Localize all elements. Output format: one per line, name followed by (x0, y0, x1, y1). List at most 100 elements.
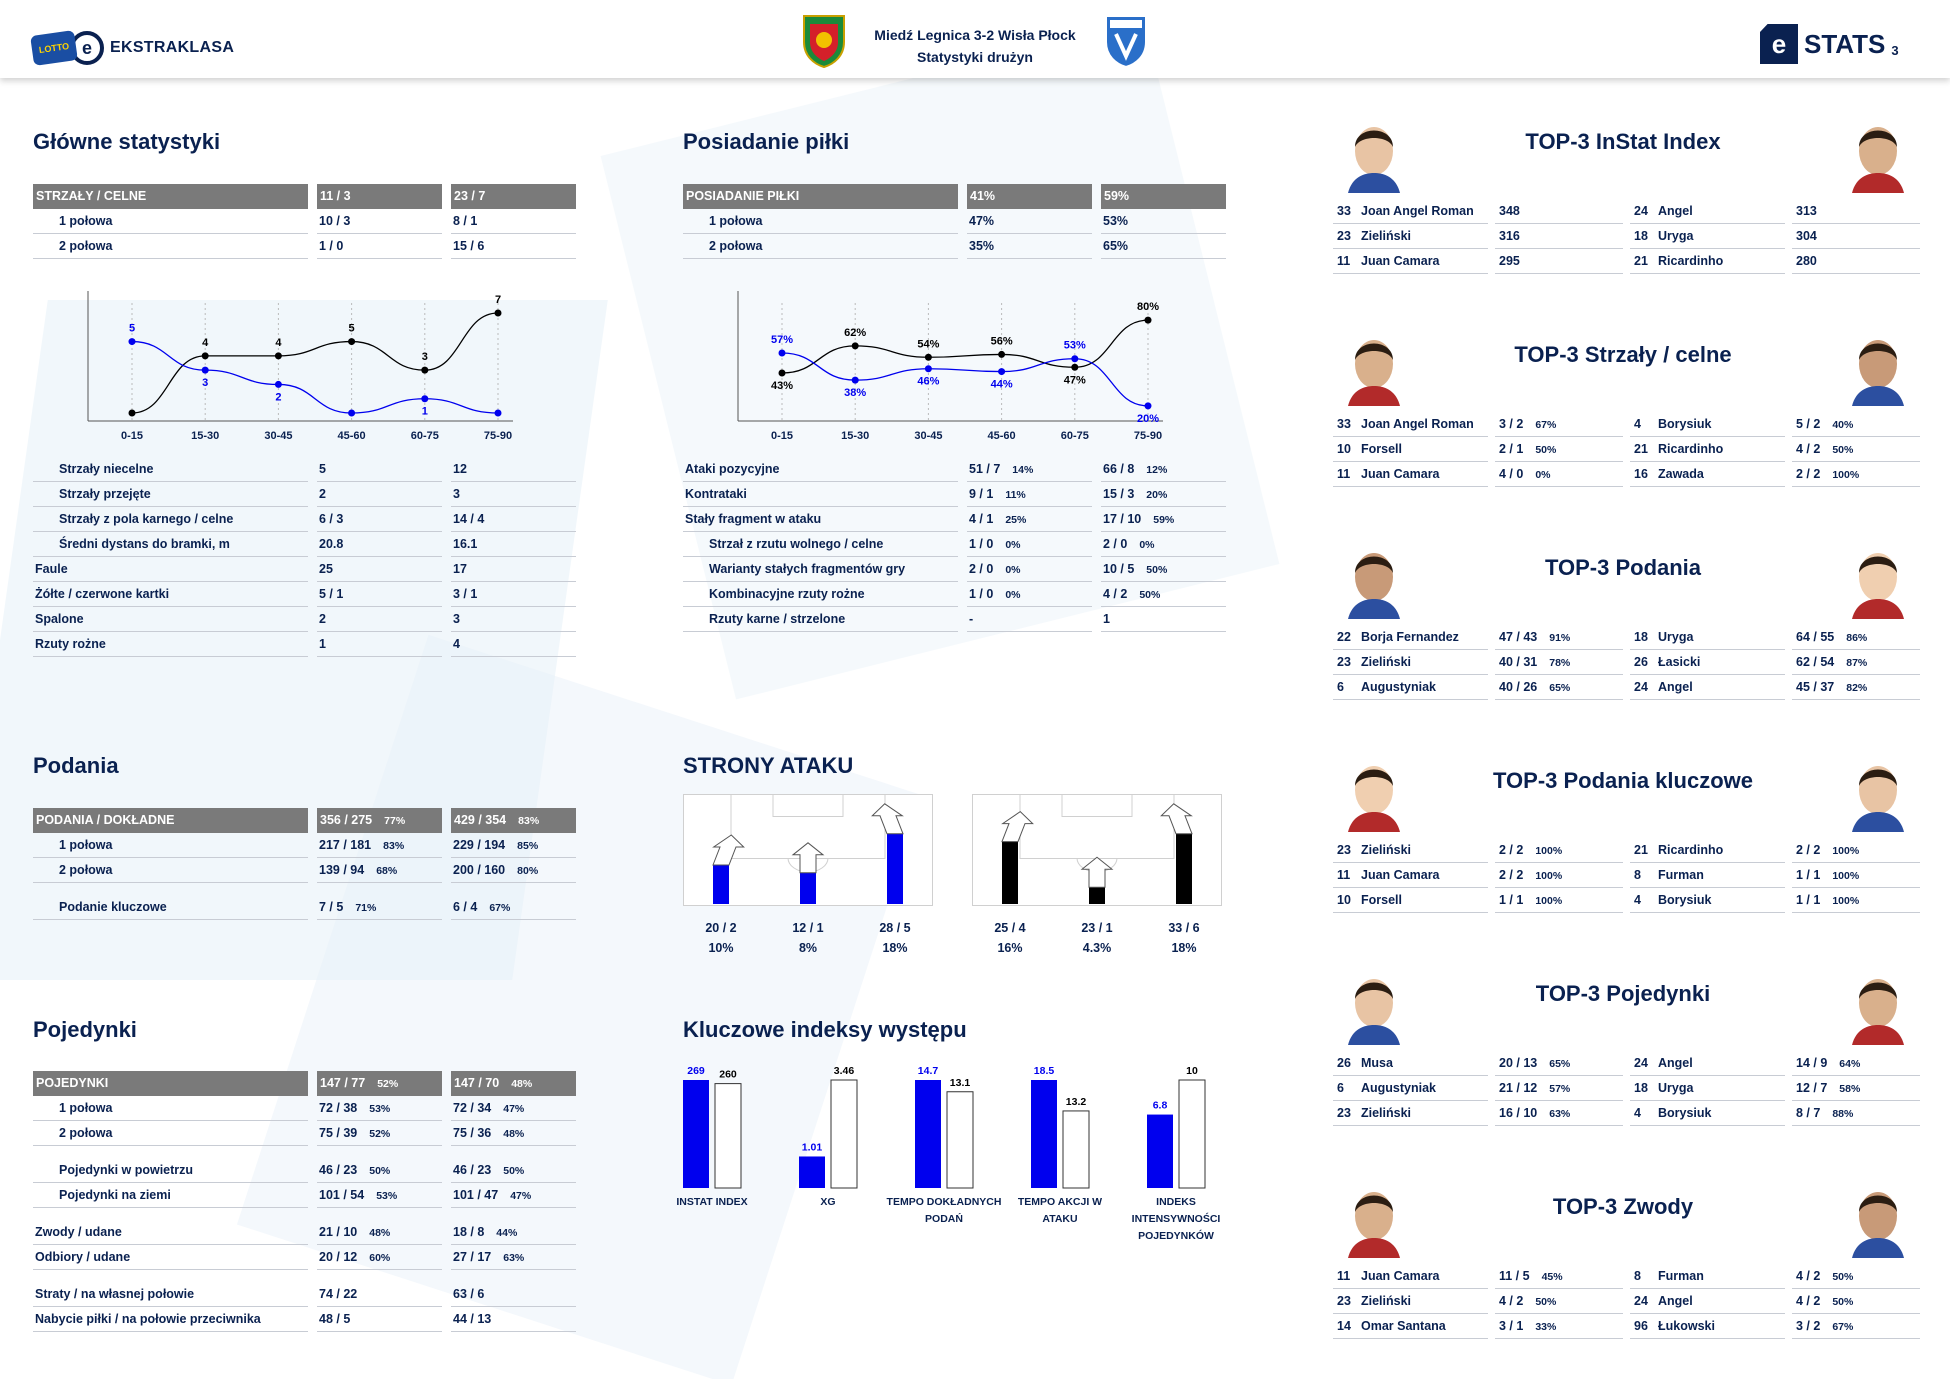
home-player-photo (1348, 553, 1400, 619)
away-value-cell-value: 3 (453, 612, 460, 626)
hair-shape (1859, 1195, 1897, 1212)
table-header-away: 147 / 70 48% (451, 1071, 576, 1096)
table-header-away: 59% (1101, 184, 1226, 209)
x-tick-label: 75-90 (1134, 430, 1162, 442)
player-number: 10 (1337, 893, 1351, 907)
player-percent: 50% (1832, 444, 1854, 456)
player-value: 64 / 55 (1796, 630, 1835, 644)
top3-title: TOP-3 Podania (1544, 555, 1702, 580)
away-data-label: 62% (844, 327, 866, 339)
home-value-cell: 10 / 3 (317, 209, 442, 234)
away-player-cell: 24 Angel (1630, 1051, 1785, 1076)
away-player-photo (1852, 979, 1904, 1045)
home-value-cell: 46 / 23 50% (317, 1158, 442, 1183)
player-number: 6 (1337, 680, 1344, 694)
home-attack-side-caption: 28 / 5 18% (855, 918, 935, 958)
player-number: 18 (1634, 1081, 1648, 1095)
attack-direction-arrow-icon (1001, 810, 1034, 843)
x-tick-label: 15-30 (191, 430, 219, 442)
home-player-value-cell: 3 / 2 67% (1495, 412, 1623, 437)
player-number: 6 (1337, 1081, 1344, 1095)
home-value-cell-value: 48 / 5 (319, 1312, 351, 1326)
home-value-cell-percent: 53% (369, 1103, 391, 1115)
home-value-cell: 2 (317, 607, 442, 632)
away-value-cell-value: 1 (1103, 612, 1110, 626)
home-value-cell-value: 5 / 1 (319, 587, 344, 601)
away-value-cell: 3 (451, 482, 576, 507)
stat-label: Kombinacyjne rzuty rożne (683, 582, 958, 607)
home-value-cell-percent: 25% (1005, 514, 1027, 526)
away-value-cell-value: 53% (1103, 214, 1129, 228)
home-value-cell: 5 / 1 (317, 582, 442, 607)
shirt-shape (1852, 1025, 1904, 1045)
away-index-label: 13.1 (950, 1077, 971, 1089)
home-value-cell-percent: 53% (376, 1190, 398, 1202)
table-header-away-percent: 83% (518, 815, 540, 827)
away-value-cell-value: 3 (453, 487, 460, 501)
shots-by-period-chart: 0-15 15-30 30-45 45-60 60-75 75-90 4 4 5 3 7 5 3 2 1 (87, 291, 513, 442)
player-name: Łukowski (1658, 1319, 1715, 1333)
player-percent: 100% (1832, 895, 1860, 907)
player-value: 3 / 2 (1499, 417, 1524, 431)
away-player-value-cell: 4 / 2 50% (1792, 1264, 1920, 1289)
home-player-value-cell: 4 / 2 50% (1495, 1289, 1623, 1314)
away-player-value-cell: 14 / 9 64% (1792, 1051, 1920, 1076)
away-value-cell-percent: 0% (1139, 539, 1155, 551)
passes-table: PODANIA / DOKŁADNE 356 / 275 77% 429 / 354 8… (33, 808, 576, 920)
home-player-value-cell: 40 / 26 65% (1495, 675, 1623, 700)
player-percent: 63% (1549, 1108, 1571, 1120)
away-value-cell-value: 46 / 23 (453, 1163, 492, 1177)
player-value: 4 / 2 (1499, 1294, 1524, 1308)
player-name: Uryga (1658, 630, 1694, 644)
main-stats-summary-table: STRZAŁY / CELNE 11 / 3 23 / 7 1 połowa 10 / … (33, 184, 576, 259)
away-value-cell: 27 / 17 63% (451, 1245, 576, 1270)
stat-label: Kontrataki (683, 482, 958, 507)
home-index-bar (683, 1080, 709, 1188)
player-value: 316 (1499, 229, 1520, 243)
home-value-cell-value: 1 / 0 (319, 239, 344, 253)
home-data-label: 53% (1064, 340, 1086, 352)
player-name: Zieliński (1361, 1294, 1412, 1308)
player-percent: 50% (1832, 1296, 1854, 1308)
home-value-cell: 5 (317, 457, 442, 482)
home-player-value-cell: 348 (1495, 199, 1623, 224)
home-player-cell: 23 Zieliński (1333, 650, 1488, 675)
away-value-cell-value: 200 / 160 (453, 863, 506, 877)
home-value-cell: 72 / 38 53% (317, 1096, 442, 1121)
away-player-cell: 8 Furman (1630, 1264, 1785, 1289)
away-player-photo (1852, 553, 1904, 619)
attack-direction-arrow-icon (871, 803, 904, 835)
home-data-point (851, 376, 859, 384)
away-data-point (998, 350, 1006, 358)
home-player-value-cell: 3 / 1 33% (1495, 1314, 1623, 1339)
away-value-cell-value: 4 / 2 (1103, 587, 1128, 601)
player-name: Zawada (1658, 467, 1704, 481)
home-value-cell: 47% (967, 209, 1092, 234)
row-spacer (317, 1208, 442, 1220)
goal-box (772, 794, 844, 817)
player-name: Borysiuk (1658, 417, 1712, 431)
away-value-cell: 66 / 8 12% (1101, 457, 1226, 482)
player-percent: 50% (1535, 444, 1557, 456)
stat-label: Odbiory / udane (33, 1245, 308, 1270)
away-attack-bar (1002, 841, 1018, 904)
player-percent: 33% (1535, 1321, 1557, 1333)
attack-side-value: 20 / 2 (705, 921, 737, 935)
player-name: Zieliński (1361, 843, 1412, 857)
home-value-cell: 9 / 1 11% (967, 482, 1092, 507)
player-percent: 67% (1832, 1321, 1854, 1333)
home-data-label: 44% (991, 379, 1013, 391)
away-value-cell-percent: 50% (1139, 589, 1161, 601)
home-value-cell: 4 / 1 25% (967, 507, 1092, 532)
home-team-crest-icon (803, 15, 845, 68)
row-spacer (317, 883, 442, 895)
player-name: Angel (1658, 204, 1693, 218)
stat-label: Rzuty rożne (33, 632, 308, 657)
away-value-cell: 15 / 6 (451, 234, 576, 259)
home-value-cell-value: 2 (319, 487, 326, 501)
home-player-cell: 10 Forsell (1333, 437, 1488, 462)
player-number: 4 (1634, 893, 1641, 907)
home-value-cell: 48 / 5 (317, 1307, 442, 1332)
index-category-label: POJEDYNKÓW (1138, 1229, 1214, 1242)
away-player-value-cell: 5 / 2 40% (1792, 412, 1920, 437)
